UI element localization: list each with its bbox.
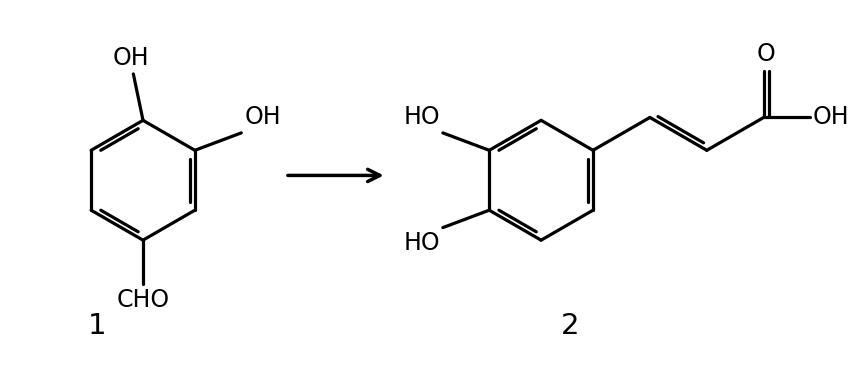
Text: 2: 2: [561, 312, 579, 340]
Text: OH: OH: [113, 46, 149, 70]
Text: O: O: [756, 42, 775, 66]
Text: 1: 1: [87, 312, 106, 340]
Text: CHO: CHO: [116, 288, 170, 312]
Text: HO: HO: [403, 231, 440, 255]
Text: OH: OH: [245, 105, 281, 129]
Text: OH: OH: [813, 105, 849, 129]
Text: HO: HO: [403, 105, 440, 129]
